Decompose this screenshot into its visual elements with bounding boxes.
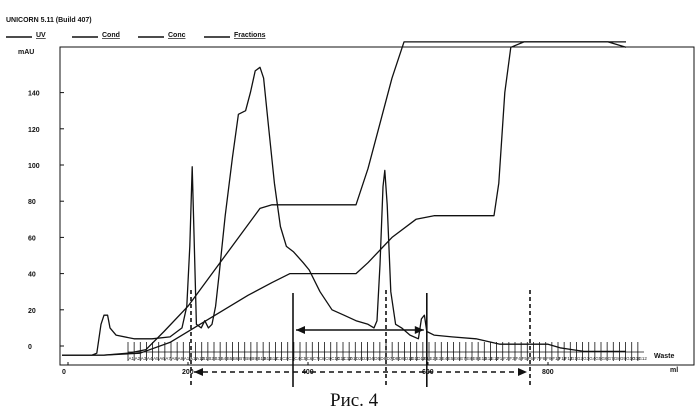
fraction-label: E9 [473,356,479,361]
fraction-label: F7 [534,356,540,361]
fraction-label: E7 [460,356,466,361]
fraction-label: A5 [153,356,159,361]
y-tick-label: 60 [28,235,36,242]
fraction-label: F8 [540,356,546,361]
fraction-label: B9 [251,356,257,361]
fraction-label: E8 [466,356,472,361]
series-lines [62,42,626,355]
x-tick-label: 0 [62,369,66,376]
legend-label-0: UV [36,32,46,39]
fraction-label: B1 [202,356,208,361]
fraction-label: B4 [221,356,227,361]
window-title: UNICORN 5.11 (Build 407) [6,17,92,24]
fraction-label: F3 [509,356,515,361]
legend-label-3: Fractions [234,32,266,39]
y-tick-label: 20 [28,308,36,315]
y-tick-label: 120 [28,127,40,134]
dashed-arrow-head-left [194,368,203,376]
fraction-label: B6 [233,356,239,361]
y-tick-label: 80 [28,199,36,206]
fraction-label: E3 [436,356,442,361]
fraction-markers: A1A2A3A4A5A6A7A8A9A10A11A12B1B2B3B4B5B6B… [128,342,647,361]
fraction-label: A3 [141,356,147,361]
x-tick-label: 800 [542,369,554,376]
fraction-label: A4 [147,356,153,361]
fraction-label: E5 [448,356,454,361]
x-tick-label: 200 [182,369,194,376]
fraction-label: B7 [239,356,245,361]
fraction-label: A6 [159,356,165,361]
solid-arrow-head-left [296,326,305,334]
series-line-uv [62,67,626,355]
fraction-label: E6 [454,356,460,361]
fraction-label: A7 [165,356,171,361]
fraction-label: F1 [497,356,503,361]
fraction-label: A9 [178,356,184,361]
waste-label: Waste [654,353,674,360]
legend: UV Cond Conc Fractions [6,32,266,39]
fraction-label: B3 [215,356,221,361]
fraction-label: F5 [522,356,528,361]
fraction-label: E4 [442,356,448,361]
axis-ticks: 0204060801001201400200400600800 [28,91,554,376]
fraction-label: A2 [135,356,141,361]
figure-caption: Рис. 4 [330,390,379,411]
y-tick-label: 0 [28,344,32,351]
fraction-label: F4 [516,356,522,361]
fraction-label: B2 [208,356,214,361]
x-axis-label: ml [670,367,678,374]
fraction-label: B8 [245,356,251,361]
fraction-label: B5 [227,356,233,361]
series-line-conc [62,42,626,355]
fraction-label: F9 [546,356,552,361]
y-axis-label: mAU [18,49,34,56]
y-tick-label: 40 [28,272,36,279]
annotations [191,290,530,387]
y-tick-label: 140 [28,91,40,98]
legend-label-2: Conc [168,32,186,39]
fraction-label: A1 [129,356,135,361]
fraction-label: E2 [430,356,436,361]
fraction-label: A8 [172,356,178,361]
fraction-label: G12 [638,356,647,361]
fraction-label: F2 [503,356,509,361]
legend-label-1: Cond [102,32,120,39]
dashed-arrow-head-right [518,368,527,376]
series-line-cond [62,42,626,355]
y-tick-label: 100 [28,163,40,170]
